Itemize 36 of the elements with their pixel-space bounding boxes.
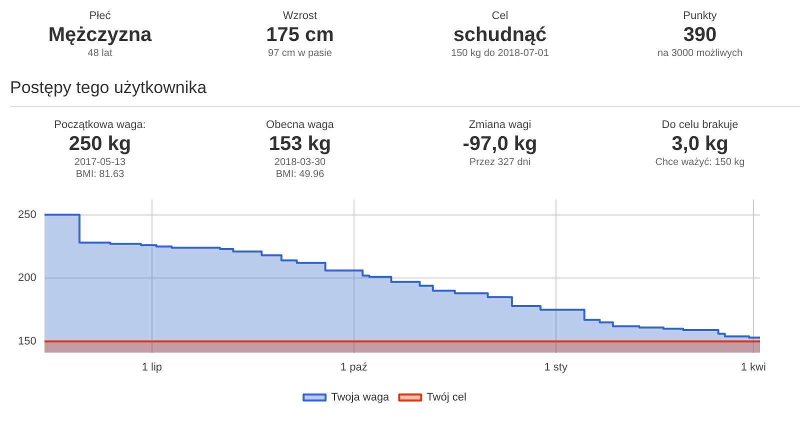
legend-label: Twoja waga bbox=[331, 392, 390, 404]
text: Cel bbox=[490, 10, 510, 22]
text: 150 kg do 2018-07-01 bbox=[450, 48, 550, 60]
text: Początkowa waga: bbox=[53, 119, 147, 131]
text: 2018-03-30 bbox=[273, 157, 327, 169]
text: Mężczyzna bbox=[47, 23, 153, 48]
text: 3,0 kg bbox=[670, 132, 730, 157]
text: schudnąć bbox=[452, 23, 548, 48]
text: BMI: 49.96 bbox=[274, 169, 326, 181]
text: Do celu brakuje bbox=[660, 119, 740, 131]
text: Zmiana wagi bbox=[468, 119, 532, 131]
text: Przez 327 dni bbox=[468, 157, 532, 169]
text: 153 kg bbox=[268, 132, 332, 157]
x-tick-label: 1 lip bbox=[142, 361, 162, 374]
chart-title: Postępy tego użytkownika bbox=[10, 68, 800, 107]
text: -97,0 kg bbox=[462, 132, 538, 157]
text: 390 bbox=[682, 23, 718, 48]
x-tick-label: 1 kwi bbox=[740, 361, 766, 374]
text: 48 lat bbox=[86, 48, 114, 60]
y-tick-label: 250 bbox=[18, 208, 36, 221]
x-tick-label: 1 paź bbox=[340, 361, 368, 374]
x-tick-label: 1 sty bbox=[544, 361, 568, 374]
text: 250 kg bbox=[68, 132, 132, 157]
text: Chce ważyć: 150 kg bbox=[654, 157, 746, 169]
text: 97 cm w pasie bbox=[267, 48, 333, 60]
text: na 3000 możliwych bbox=[656, 48, 744, 60]
legend-label: Twój cel bbox=[426, 392, 466, 404]
text: Płeć bbox=[88, 10, 112, 22]
text: Punkty bbox=[682, 10, 718, 22]
text: 2017-05-13 bbox=[73, 157, 127, 169]
text: Obecna waga bbox=[265, 119, 335, 131]
text: Wzrost bbox=[282, 10, 318, 22]
text: 175 cm bbox=[265, 23, 335, 48]
text: BMI: 81.63 bbox=[74, 169, 126, 181]
y-tick-label: 200 bbox=[18, 272, 36, 284]
y-tick-label: 150 bbox=[18, 335, 36, 348]
